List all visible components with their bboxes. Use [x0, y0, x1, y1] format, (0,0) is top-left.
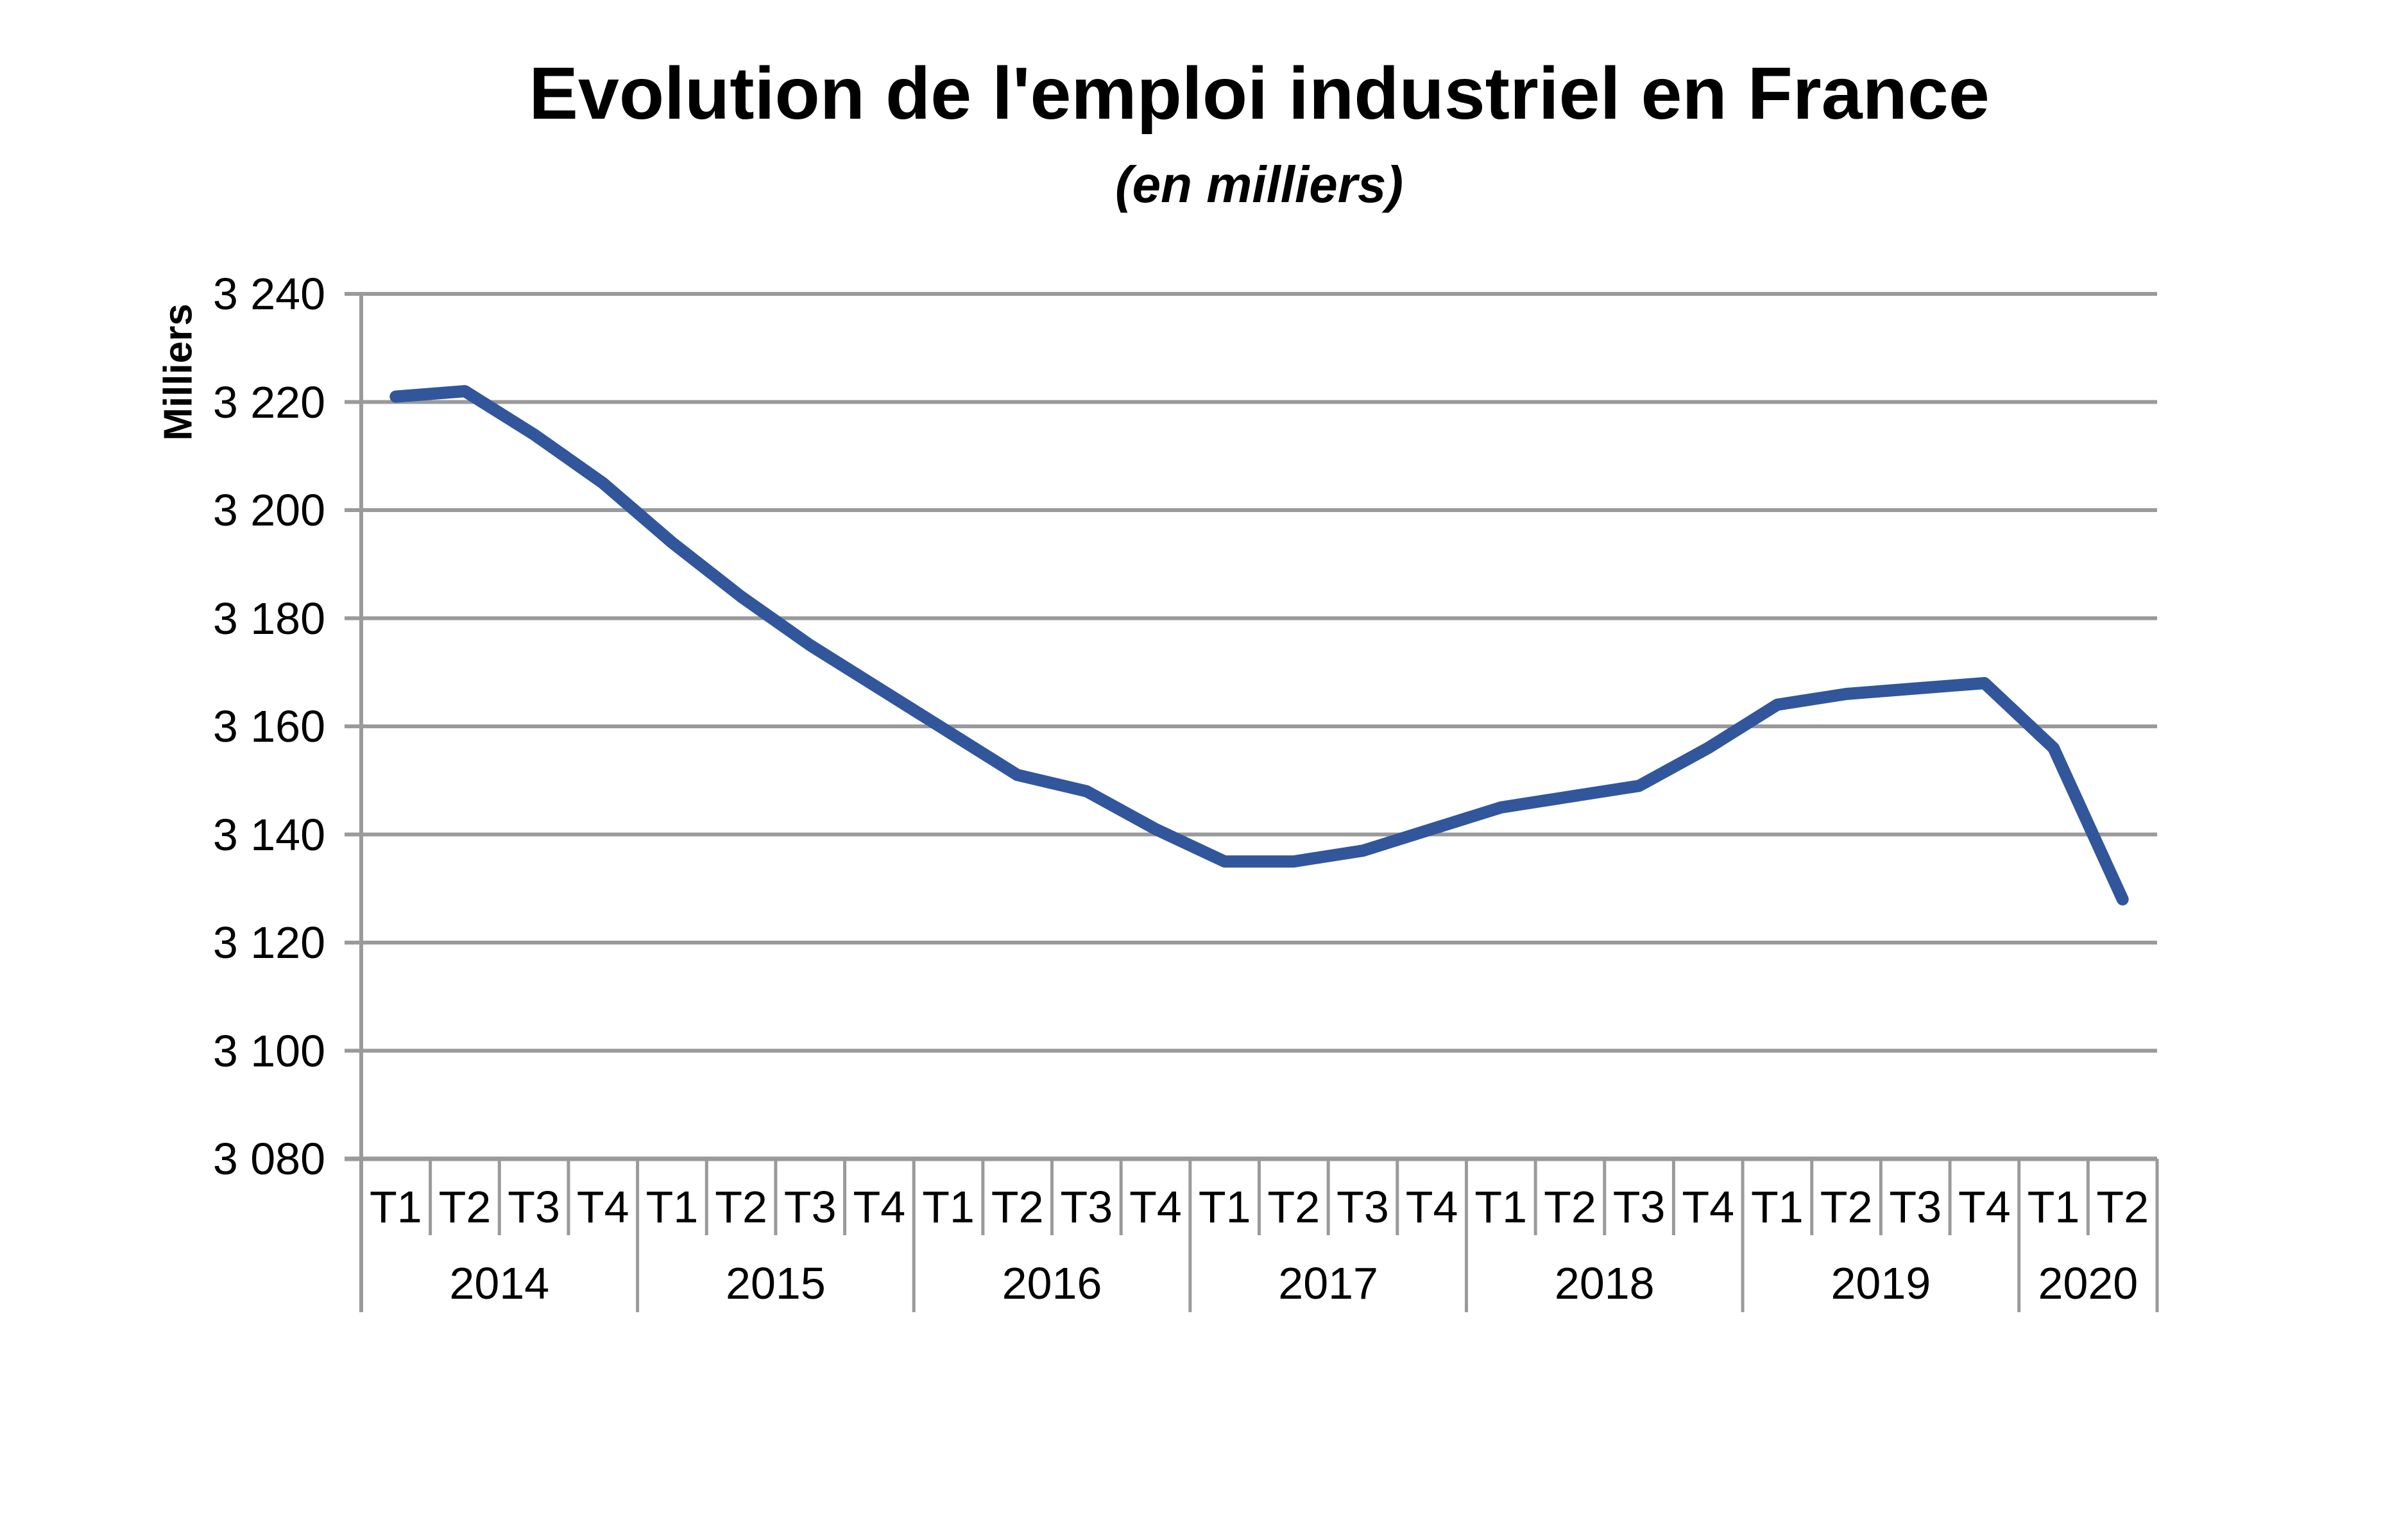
year-label: 2015: [726, 1258, 826, 1308]
x-tick-label: T2: [1267, 1182, 1320, 1232]
y-tick-label: 3 120: [212, 918, 325, 968]
chart-title: Evolution de l'emploi industriel en Fran…: [529, 53, 1990, 135]
x-tick-label: T4: [1958, 1182, 2011, 1232]
x-tick-label: T4: [576, 1182, 629, 1232]
x-tick-label: T2: [991, 1182, 1044, 1232]
x-tick-label: T1: [1198, 1182, 1251, 1232]
x-tick-label: T4: [1129, 1182, 1182, 1232]
y-tick-label: 3 140: [212, 809, 325, 860]
x-tick-label: T3: [1889, 1182, 1942, 1232]
x-tick-label: T2: [1544, 1182, 1596, 1232]
x-tick-label: T1: [645, 1182, 699, 1232]
y-tick-label: 3 180: [212, 593, 325, 644]
year-label: 2018: [1554, 1258, 1655, 1308]
x-tick-label: T2: [1820, 1182, 1873, 1232]
year-label: 2020: [2038, 1258, 2139, 1308]
y-tick-label: 3 200: [212, 485, 325, 535]
x-tick-label: T3: [508, 1182, 560, 1232]
x-tick-label: T3: [1612, 1182, 1666, 1232]
year-label: 2016: [1002, 1258, 1102, 1308]
x-tick-label: T3: [1336, 1182, 1389, 1232]
line-series: [389, 385, 2129, 906]
year-label: 2019: [1831, 1258, 1931, 1308]
x-tick-label: T4: [1682, 1182, 1735, 1232]
x-tick-label: T1: [1751, 1182, 1804, 1232]
x-tick-label: T4: [1405, 1182, 1458, 1232]
x-tick-label: T1: [922, 1182, 975, 1232]
year-label: 2014: [449, 1258, 550, 1308]
x-tick-label: T2: [438, 1182, 491, 1232]
x-tick-label: T1: [1474, 1182, 1528, 1232]
chart-subtitle: (en milliers): [1114, 156, 1404, 213]
x-tick-label: T1: [369, 1182, 422, 1232]
y-tick-label: 3 240: [212, 269, 325, 319]
y-tick-label: 3 100: [212, 1025, 325, 1076]
y-tick-label: 3 080: [212, 1134, 325, 1184]
year-label: 2017: [1278, 1258, 1378, 1308]
x-tick-label: T1: [2027, 1182, 2080, 1232]
x-tick-label: T4: [853, 1182, 906, 1232]
x-tick-label: T2: [2096, 1182, 2149, 1232]
x-tick-label: T3: [783, 1182, 837, 1232]
x-tick-label: T3: [1060, 1182, 1113, 1232]
x-tick-label: T2: [715, 1182, 767, 1232]
y-tick-label: 3 160: [212, 701, 325, 751]
y-tick-label: 3 220: [212, 377, 325, 427]
